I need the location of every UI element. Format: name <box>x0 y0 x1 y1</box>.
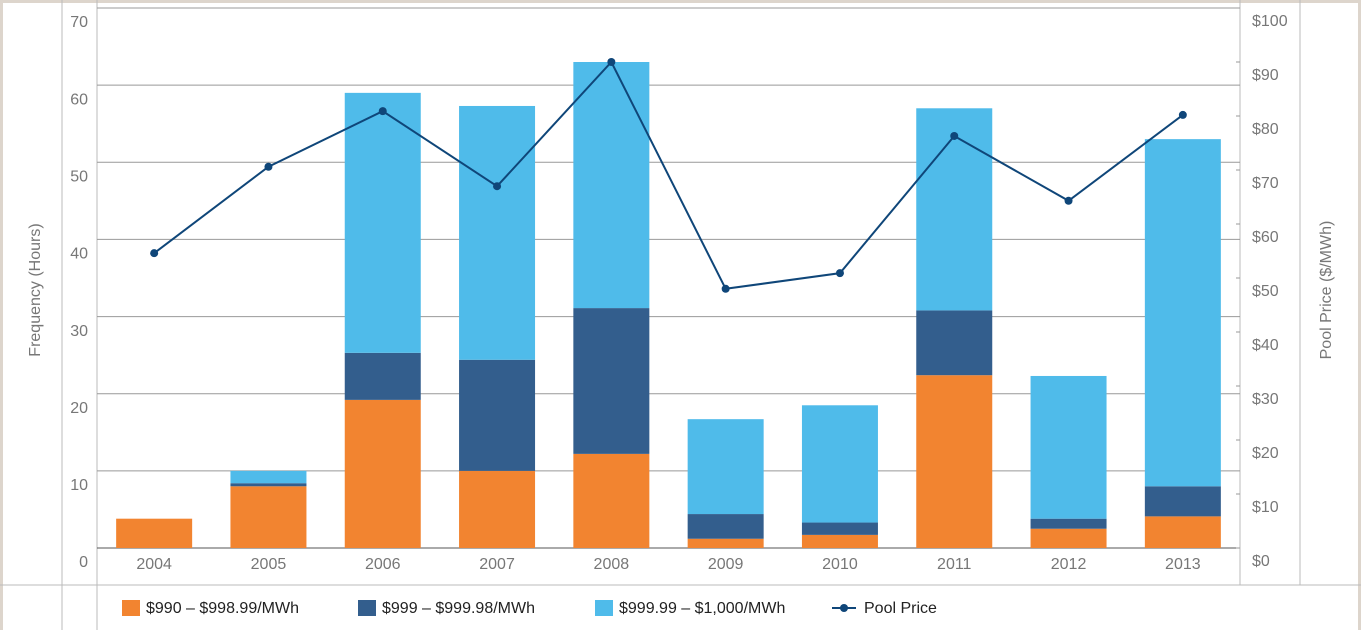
x-tick-label: 2005 <box>251 556 287 573</box>
bar-segment <box>916 310 993 376</box>
x-tick-label: 2008 <box>594 556 630 573</box>
y2-axis-title: Pool Price ($/MWh) <box>1318 221 1335 360</box>
bar-segment <box>1144 516 1221 548</box>
line-point <box>1064 196 1073 205</box>
y-tick-label: 0 <box>79 554 88 571</box>
y-tick-label: 40 <box>70 246 88 263</box>
y-tick-label: 20 <box>70 400 88 417</box>
legend-label: $990 – $998.99/MWh <box>146 600 299 617</box>
bar-segment <box>801 522 878 535</box>
line-point <box>264 162 273 171</box>
y2-tick-label: $10 <box>1252 499 1279 516</box>
line-point <box>721 284 730 293</box>
bar-segment <box>801 534 878 548</box>
line-point <box>378 107 387 116</box>
bar-segment <box>1030 528 1107 548</box>
bar-segment <box>687 538 764 548</box>
legend-swatch <box>358 600 376 616</box>
legend-label: Pool Price <box>864 600 937 617</box>
bar-segment <box>916 108 993 311</box>
x-tick-label: 2010 <box>822 556 858 573</box>
bar-segment <box>344 399 421 548</box>
bar-segment <box>801 405 878 523</box>
x-tick-label: 2012 <box>1051 556 1087 573</box>
bar-segment <box>230 486 307 548</box>
y2-tick-label: $50 <box>1252 283 1279 300</box>
legend-swatch <box>122 600 140 616</box>
legend-swatch <box>840 604 848 612</box>
line-point <box>150 249 159 258</box>
bar-segment <box>459 359 536 471</box>
line-point <box>1178 110 1187 119</box>
bar-segment <box>687 514 764 539</box>
line-point <box>607 58 616 66</box>
y2-tick-label: $90 <box>1252 67 1279 84</box>
bar-segment <box>459 105 536 360</box>
line-series <box>153 60 1184 290</box>
y2-tick-label: $70 <box>1252 175 1279 192</box>
x-tick-label: 2007 <box>479 556 515 573</box>
y-tick-label: 60 <box>70 91 88 108</box>
bar-segment <box>230 483 307 487</box>
bar-segment <box>573 453 650 548</box>
y-tick-label: 30 <box>70 323 88 340</box>
y2-tick-label: $20 <box>1252 445 1279 462</box>
y-axis-title: Frequency (Hours) <box>27 223 44 356</box>
line-point <box>950 131 959 140</box>
bar-segment <box>1144 486 1221 517</box>
y-tick-label: 50 <box>70 169 88 186</box>
legend-label: $999.99 – $1,000/MWh <box>619 600 785 617</box>
line-point <box>835 269 844 278</box>
x-tick-label: 2011 <box>937 556 972 573</box>
bar-segment <box>1030 375 1107 519</box>
bar-segment <box>916 375 993 548</box>
bar-segment <box>344 92 421 353</box>
y-tick-label: 70 <box>70 14 88 31</box>
bar-segment <box>573 308 650 454</box>
bar-segment <box>687 419 764 515</box>
bar-segment <box>344 352 421 400</box>
bar-segment <box>1144 139 1221 487</box>
x-tick-label: 2006 <box>365 556 401 573</box>
y-tick-label: 10 <box>70 477 88 494</box>
y2-tick-label: $100 <box>1252 13 1288 30</box>
line-point <box>493 182 502 191</box>
y2-tick-label: $40 <box>1252 337 1279 354</box>
bar-segment <box>116 518 193 548</box>
x-tick-label: 2004 <box>136 556 172 573</box>
x-tick-label: 2009 <box>708 556 744 573</box>
y2-tick-label: $80 <box>1252 121 1279 138</box>
bar-segment <box>230 470 307 484</box>
y2-tick-label: $30 <box>1252 391 1279 408</box>
y2-tick-label: $0 <box>1252 553 1270 570</box>
y2-tick-label: $60 <box>1252 229 1279 246</box>
legend-swatch <box>595 600 613 616</box>
legend-label: $999 – $999.98/MWh <box>382 600 535 617</box>
bar-segment <box>1030 518 1107 529</box>
bar-segment <box>459 470 536 548</box>
bar-segment <box>573 62 650 309</box>
x-tick-label: 2013 <box>1165 556 1201 573</box>
